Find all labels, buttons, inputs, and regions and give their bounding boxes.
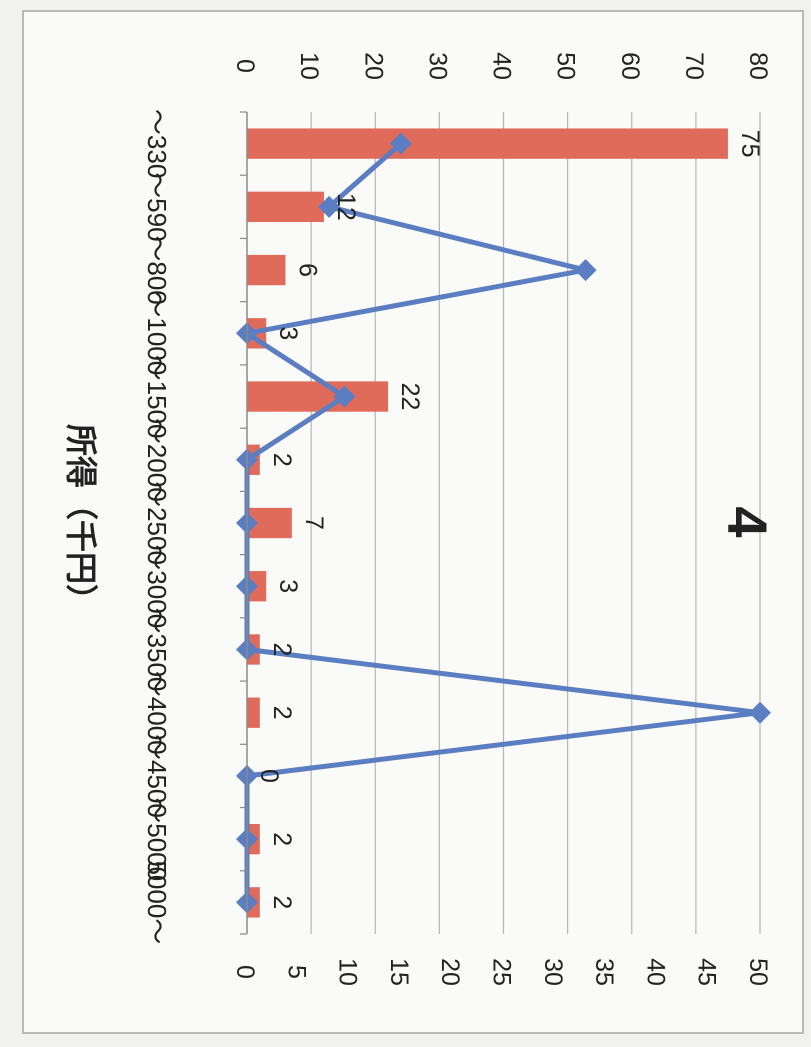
bar-data-label: 2	[268, 706, 296, 720]
left-axis-tick-label: 70	[680, 52, 708, 80]
right-axis-tick-label: 30	[539, 958, 567, 986]
right-axis-tick-label: 25	[488, 958, 516, 986]
bar-data-label: 12	[332, 193, 360, 221]
left-axis-tick-label: 20	[359, 52, 387, 80]
line-point-marker	[749, 702, 771, 724]
left-axis-tick-label: 60	[616, 52, 644, 80]
panel-label: 4	[716, 506, 779, 537]
bar-data-label: 7	[300, 516, 328, 530]
left-axis-tick-label: 80	[744, 52, 772, 80]
right-axis-tick-label: 35	[590, 958, 618, 986]
right-axis-tick-label: 0	[231, 965, 259, 979]
bar-data-label: 2	[268, 643, 296, 657]
bar	[247, 255, 285, 285]
right-axis-tick-label: 15	[385, 958, 413, 986]
bar-data-label: 6	[293, 263, 321, 277]
axes: 0 10 20 30 40 50 60 70 800 5 10 15 20 25 30 35 40 45 50～33…	[142, 52, 772, 986]
category-tick-label: ～590	[142, 172, 172, 241]
left-axis-tick-label: 10	[295, 52, 323, 80]
bar	[247, 192, 324, 222]
bar-data-label: 0	[255, 769, 283, 783]
right-axis-tick-label: 40	[641, 958, 669, 986]
bar-data-label: 22	[396, 383, 424, 411]
left-axis-tick-label: 30	[423, 52, 451, 80]
gridlines	[311, 112, 760, 934]
right-axis-tick-label: 5	[282, 965, 310, 979]
left-axis-tick-label: 40	[488, 52, 516, 80]
right-axis-tick-label: 50	[744, 958, 772, 986]
bar	[247, 698, 260, 728]
bar-data-label: 2	[268, 453, 296, 467]
x-axis-label: 所得（千円）	[63, 424, 99, 616]
bar-data-label: 2	[268, 832, 296, 846]
bar	[247, 381, 388, 411]
line-point-marker	[575, 259, 597, 281]
category-tick-label: 5000～	[142, 860, 172, 944]
bar-data-label: 3	[274, 326, 302, 340]
left-axis-tick-label: 50	[552, 52, 580, 80]
right-axis-tick-label: 20	[436, 958, 464, 986]
right-axis-tick-label: 10	[334, 958, 362, 986]
bar-data-label: 75	[736, 130, 764, 158]
right-axis-tick-label: 45	[693, 958, 721, 986]
bar-data-label: 3	[274, 579, 302, 593]
bar-data-label: 2	[268, 895, 296, 909]
bar	[247, 128, 728, 158]
category-tick-label: ～330	[142, 109, 172, 178]
left-axis-tick-label: 0	[231, 59, 259, 73]
